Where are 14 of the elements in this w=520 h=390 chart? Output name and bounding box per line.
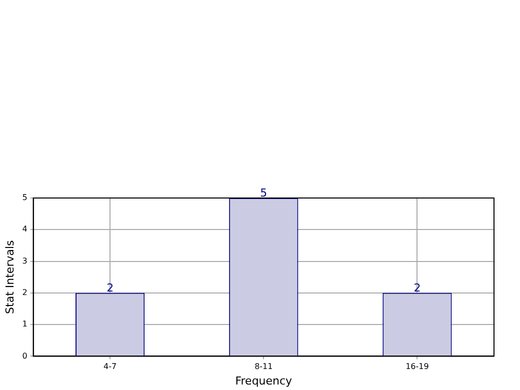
x-tick-label: 8-11 xyxy=(254,362,273,372)
y-axis-title: Stat Intervals xyxy=(3,240,16,314)
x-tick-label: 4-7 xyxy=(104,362,117,372)
y-tick-label: 1 xyxy=(22,320,28,329)
y-tick-label: 0 xyxy=(22,351,28,360)
data-label: 5 xyxy=(260,186,268,200)
x-axis-title: Frequency xyxy=(235,374,293,388)
x-tick-label: 16-19 xyxy=(406,362,429,372)
y-tick-label: 2 xyxy=(22,288,28,297)
data-label: 2 xyxy=(106,281,114,294)
data-label: 2 xyxy=(414,281,421,294)
y-tick-label: 4 xyxy=(22,224,28,234)
y-tick-label: 3 xyxy=(22,256,28,266)
y-tick-label: 5 xyxy=(22,193,28,202)
